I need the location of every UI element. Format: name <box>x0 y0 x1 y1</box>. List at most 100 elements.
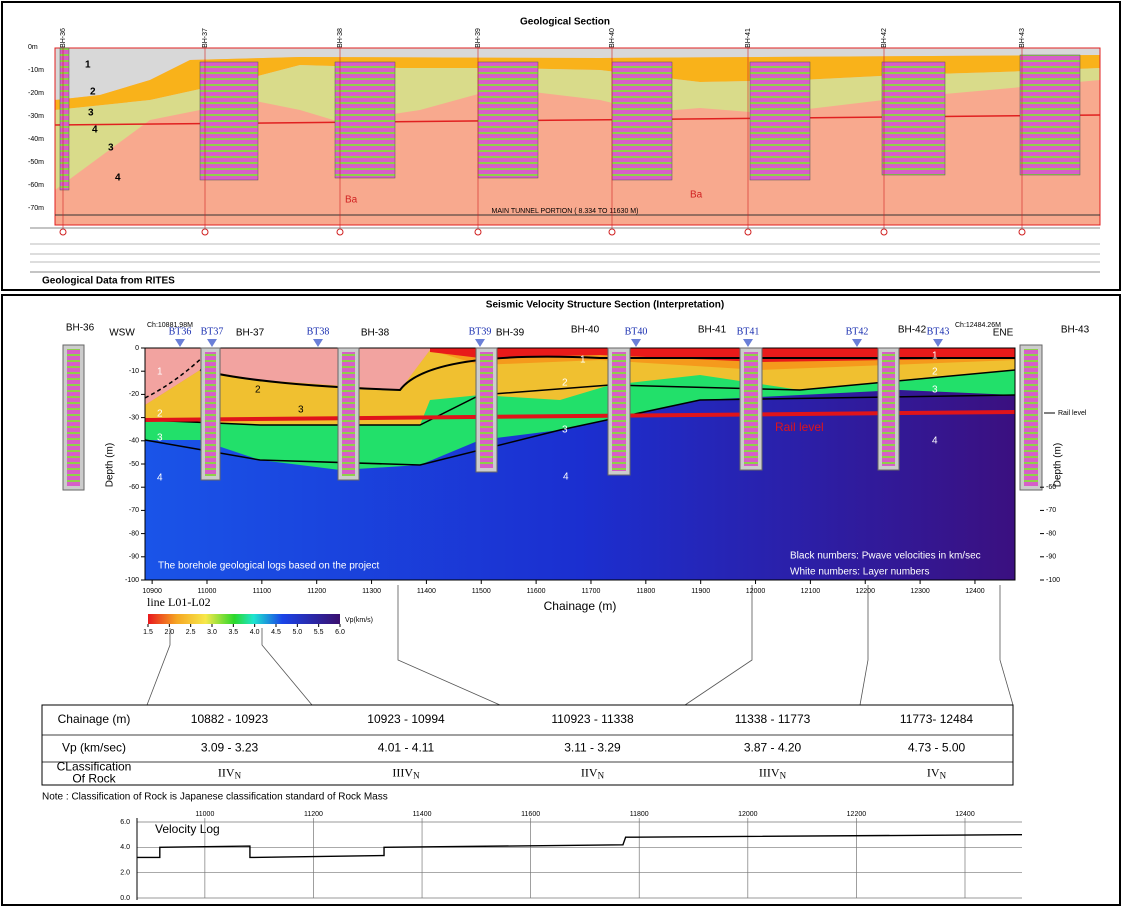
borehole-log <box>342 352 355 476</box>
borehole-label: BH-40 <box>609 28 616 48</box>
borehole-log <box>335 62 395 178</box>
x-tick-label: 11600 <box>527 588 546 595</box>
borehole-log <box>750 62 810 180</box>
depth-label: -50m <box>28 159 44 166</box>
x-tick-label: 11400 <box>413 811 432 818</box>
note: Note : Classification of Rock is Japanes… <box>42 792 388 803</box>
x-tick-label: 12000 <box>746 588 766 595</box>
borehole-label: BH-40 <box>571 325 600 336</box>
bt-label: BT42 <box>846 326 869 337</box>
borehole-label: BH-43 <box>1019 28 1026 48</box>
borehole-label: BH-42 <box>898 325 927 336</box>
y-tick-label: 6.0 <box>120 819 130 826</box>
borehole-label: BH-39 <box>496 328 525 339</box>
borehole-label: BH-38 <box>337 28 344 48</box>
layer-label: 2 <box>90 87 96 98</box>
borehole-label: BH-42 <box>881 28 888 48</box>
depth-label: -40m <box>28 136 44 143</box>
geo-title: Geological Section <box>520 17 610 28</box>
borehole-log <box>1020 55 1080 175</box>
class-sub: N <box>940 771 947 781</box>
borehole-log <box>200 62 258 180</box>
geo-source: Geological Data from RITES <box>42 276 175 287</box>
colorbar-tick-label: 6.0 <box>335 629 345 636</box>
class-main: IIV <box>581 765 598 779</box>
log-title: Velocity Log <box>155 822 220 836</box>
x-tick-label: 11200 <box>304 811 323 818</box>
x-tick-label: 11800 <box>630 811 649 818</box>
colorbar-tick-label: 3.0 <box>207 629 217 636</box>
colorbar-tick-label: 5.5 <box>314 629 324 636</box>
x-tick-label: 12200 <box>847 811 867 818</box>
x-tick-label: 10900 <box>142 588 162 595</box>
rock-label: Ba <box>690 190 703 201</box>
y-tick-label: -40 <box>129 438 139 445</box>
y-axis-label: Depth (m) <box>105 443 116 487</box>
y-tick-label: -100 <box>125 577 139 584</box>
row-label: Vp (km/sec) <box>62 741 126 755</box>
colorbar-tick-label: 4.0 <box>250 629 260 636</box>
class-sub: N <box>780 771 787 781</box>
y-tick-label: -60 <box>129 484 139 491</box>
depth-label: -70m <box>28 205 44 212</box>
y2-tick-label: -70 <box>1046 507 1056 514</box>
layer-number: 4 <box>157 473 163 484</box>
x-tick-label: 11100 <box>253 588 272 595</box>
layer-label: 1 <box>85 60 91 71</box>
layer-number: 1 <box>157 367 163 378</box>
layer-number: 3 <box>562 425 568 436</box>
class-sub: N <box>413 771 420 781</box>
x-tick-label: 11800 <box>636 588 655 595</box>
x-axis-label: Chainage (m) <box>544 599 617 613</box>
table-cell: 3.11 - 3.29 <box>564 741 621 755</box>
borehole-log <box>1024 349 1038 486</box>
borehole-label: BH-38 <box>361 328 390 339</box>
layer-label: 3 <box>108 143 114 154</box>
colorbar-tick-label: 2.0 <box>164 629 174 636</box>
y2-tick-label: -100 <box>1046 577 1060 584</box>
y-tick-label: 2.0 <box>120 870 130 877</box>
x-tick-label: 12300 <box>910 588 930 595</box>
colorbar-tick-label: 5.0 <box>292 629 302 636</box>
bt-label: BT41 <box>737 326 760 337</box>
x-tick-label: 11000 <box>198 588 217 595</box>
y-tick-label: -20 <box>129 391 139 398</box>
y2-axis-label: Depth (m) <box>1053 443 1064 487</box>
borehole-log <box>612 62 672 180</box>
layer-number: 4 <box>932 436 938 447</box>
x-tick-label: 12400 <box>965 588 985 595</box>
class-main: IIV <box>218 765 235 779</box>
line-name: line L01-L02 <box>147 595 211 609</box>
table-cell: 4.01 - 4.11 <box>378 741 435 755</box>
bt-label: BT37 <box>201 326 224 337</box>
table-cell: 3.09 - 3.23 <box>201 741 259 755</box>
y-tick-label: -90 <box>129 554 139 561</box>
borehole-label: BH-41 <box>698 325 727 336</box>
x-tick-label: 11000 <box>195 811 214 818</box>
layer-number: 1 <box>580 355 586 366</box>
layer-number: 2 <box>562 378 568 389</box>
x-tick-label: 12400 <box>955 811 975 818</box>
borehole-log <box>478 62 538 178</box>
table-cell: 10882 - 10923 <box>191 712 269 726</box>
y-tick-label: 4.0 <box>120 844 130 851</box>
y2-tick-label: -90 <box>1046 554 1056 561</box>
colorbar <box>148 614 340 624</box>
x-tick-label: 11900 <box>691 588 710 595</box>
x-tick-label: 11700 <box>581 588 600 595</box>
seismic-title: Seismic Velocity Structure Section (Inte… <box>486 300 724 311</box>
row-label: Chainage (m) <box>58 712 131 726</box>
velocity-number: 3 <box>298 405 304 416</box>
borehole-label: BH-37 <box>236 328 265 339</box>
x-tick-label: 12000 <box>738 811 758 818</box>
depth-label: -60m <box>28 182 44 189</box>
depth-label: -20m <box>28 90 44 97</box>
borehole-log <box>882 352 895 466</box>
borehole-log <box>60 48 69 190</box>
velocity-number: 2 <box>255 385 261 396</box>
borehole-label: BH-43 <box>1061 325 1090 336</box>
section-note: The borehole geological logs based on th… <box>158 561 379 572</box>
tunnel-note: MAIN TUNNEL PORTION ( 8.334 TO 11630 M) <box>492 208 639 215</box>
layer-number: 2 <box>932 367 938 378</box>
table-cell: 11773- 12484 <box>900 712 974 726</box>
